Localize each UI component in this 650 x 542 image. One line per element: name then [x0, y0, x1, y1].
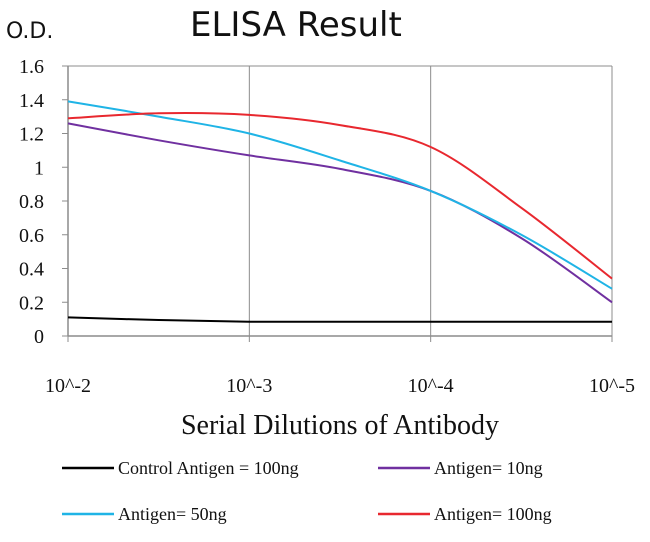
y-tick-label: 0.8: [19, 191, 44, 213]
x-tick-label: 10^-2: [45, 375, 91, 397]
series-line-antigen-100ng: [67, 112, 613, 280]
grid-lines: [68, 65, 613, 336]
x-tick-label: 10^-4: [408, 375, 454, 397]
y-tick-labels: 0 0.2 0.4 0.6 0.8 1 1.2 1.4 1.6: [19, 56, 44, 348]
y-tick-label: 0.2: [19, 292, 44, 314]
series-line-antigen-10ng: [67, 122, 613, 304]
chart-title: ELISA Result: [190, 5, 402, 45]
series-line-antigen-50ng: [67, 100, 613, 290]
legend-label: Antigen= 50ng: [118, 504, 227, 524]
plot-area: [68, 66, 612, 336]
y-tick-label: 1.6: [19, 56, 44, 78]
x-tick-label: 10^-3: [226, 375, 272, 397]
series-line-control-antigen-100ng: [67, 316, 612, 323]
x-tick-labels: 10^-2 10^-3 10^-4 10^-5: [45, 375, 635, 397]
legend-label: Antigen= 100ng: [434, 504, 552, 524]
y-tick-label: 0.6: [19, 225, 44, 247]
y-axis-label: O.D.: [6, 19, 53, 44]
series-lines: [67, 100, 613, 323]
x-axis-label: Serial Dilutions of Antibody: [181, 410, 499, 441]
axes: [62, 65, 613, 342]
y-tick-label: 1.4: [19, 90, 44, 112]
y-tick-label: 1.2: [19, 124, 44, 146]
legend-label: Control Antigen = 100ng: [118, 458, 299, 478]
legend: Control Antigen = 100ng Antigen= 10ng Anti…: [62, 458, 552, 524]
x-tick-label: 10^-5: [589, 375, 635, 397]
y-tick-label: 0: [34, 326, 44, 348]
y-tick-label: 0.4: [19, 259, 44, 281]
y-tick-label: 1: [34, 157, 44, 179]
legend-label: Antigen= 10ng: [434, 458, 543, 478]
